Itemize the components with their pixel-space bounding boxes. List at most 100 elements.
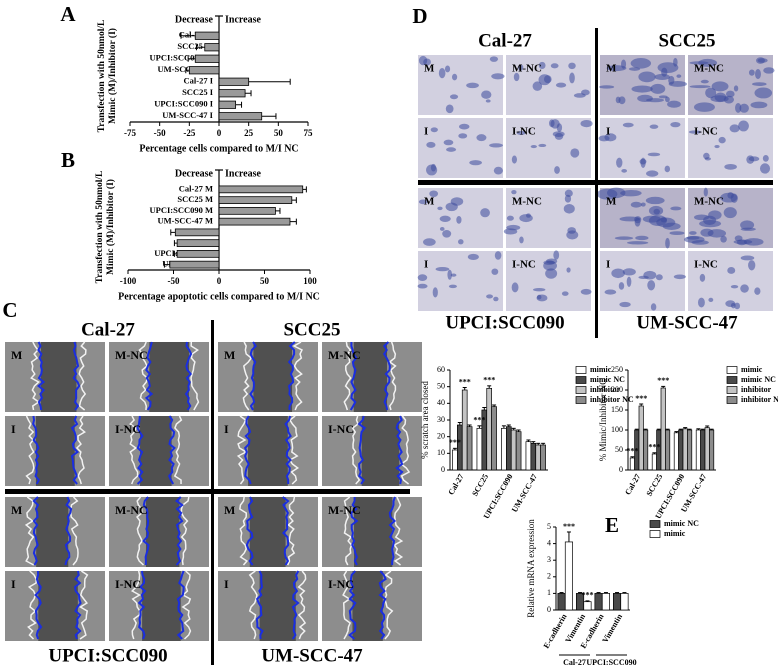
stained-cell — [733, 239, 753, 245]
stained-cell — [491, 73, 505, 80]
stained-cell — [566, 267, 571, 273]
cell-edge — [248, 570, 258, 640]
panel-label: A — [60, 2, 76, 26]
legend-label: mimic — [664, 529, 686, 538]
migration-front — [378, 570, 387, 640]
stained-cell — [513, 72, 520, 82]
scratch-gap — [149, 342, 189, 412]
cell-edge — [136, 496, 145, 566]
stained-cell — [606, 65, 627, 72]
x-tick-label: E-cadherin — [542, 612, 569, 650]
x-tick-label: 50 — [260, 276, 270, 286]
stained-cell — [446, 147, 457, 152]
panel-label: C — [2, 298, 17, 322]
micrograph — [600, 251, 685, 311]
stained-cell — [506, 215, 514, 221]
scratch-gap — [140, 416, 172, 486]
migration-front — [255, 570, 264, 640]
y-tick-label: 150 — [611, 405, 623, 414]
stained-cell — [568, 62, 576, 70]
legend-swatch — [726, 396, 738, 404]
stained-cell — [437, 206, 443, 211]
stained-cell — [655, 274, 663, 281]
bar — [204, 43, 220, 52]
stained-cell — [708, 297, 714, 302]
migration-front — [245, 496, 254, 566]
stained-cell — [686, 236, 700, 240]
stained-cell — [645, 196, 665, 205]
migration-front — [34, 570, 43, 640]
stained-cell — [748, 156, 760, 162]
stained-cell — [756, 57, 765, 64]
bar — [620, 593, 629, 611]
migration-front — [176, 570, 185, 640]
scratch-gap — [249, 497, 286, 567]
stained-cell — [643, 270, 657, 280]
panel-label: B — [61, 148, 75, 172]
cell-edge — [351, 415, 361, 485]
stained-cell — [665, 96, 670, 103]
migration-front — [243, 415, 252, 485]
stained-cell — [631, 85, 653, 93]
stained-cell — [650, 83, 666, 94]
tile-label: M-NC — [694, 196, 724, 208]
stained-cell — [486, 294, 493, 299]
y-tick-label: Cal-27 M — [179, 183, 213, 193]
significance: *** — [648, 443, 660, 452]
stained-cell — [426, 141, 436, 148]
cell-edge — [138, 341, 149, 411]
stained-cell — [570, 148, 580, 158]
stained-cell — [580, 119, 593, 128]
migration-front — [136, 415, 144, 485]
legend-label: mimic — [590, 365, 612, 374]
stained-cell — [697, 297, 705, 308]
stained-cell — [688, 130, 702, 134]
cell-edge — [286, 496, 296, 566]
stained-cell — [545, 268, 558, 279]
cell-edge — [343, 341, 352, 411]
stained-cell — [676, 74, 682, 78]
stained-cell — [650, 303, 657, 311]
stained-cell — [476, 134, 487, 142]
cell-edge — [393, 496, 404, 566]
micrograph — [418, 251, 503, 311]
cell-edge — [242, 341, 253, 411]
x-axis-label: Percentage apoptotic cells compared to M… — [118, 291, 320, 302]
stained-cell — [639, 158, 647, 165]
stained-cell — [417, 274, 428, 281]
stained-cell — [536, 294, 542, 300]
tile-label: M — [11, 348, 22, 362]
legend-label: inhibitor — [741, 385, 772, 394]
bar — [218, 185, 304, 194]
migration-front — [168, 415, 176, 485]
tile-label: I — [424, 259, 428, 271]
stained-cell — [614, 236, 634, 240]
tile-label: M-NC — [512, 63, 542, 75]
cell-edge — [75, 415, 86, 485]
bar — [687, 429, 693, 471]
stained-cell — [718, 136, 726, 144]
scratch-gap — [248, 416, 288, 486]
stained-cell — [667, 100, 681, 108]
stained-cell — [707, 229, 727, 238]
y-axis-label: Mimic (M)/Inhibitor (I) — [107, 28, 118, 124]
stained-cell — [691, 240, 709, 245]
stained-cell — [725, 90, 735, 98]
x-tick-label: 25 — [244, 128, 254, 138]
bar — [535, 444, 542, 471]
stained-cell — [708, 210, 722, 220]
bar — [564, 541, 574, 611]
x-tick-label: SCC25 — [470, 472, 490, 497]
bar — [491, 406, 497, 471]
stained-cell — [734, 302, 741, 310]
bar — [176, 250, 220, 258]
stained-cell — [669, 231, 685, 235]
significance: *** — [483, 376, 495, 385]
stained-cell — [622, 268, 636, 276]
migration-front — [144, 341, 154, 411]
stained-cell — [459, 123, 470, 130]
stained-cell — [730, 285, 739, 289]
scratch-gap — [353, 342, 388, 412]
stained-cell — [626, 241, 649, 245]
stained-cell — [740, 220, 755, 230]
